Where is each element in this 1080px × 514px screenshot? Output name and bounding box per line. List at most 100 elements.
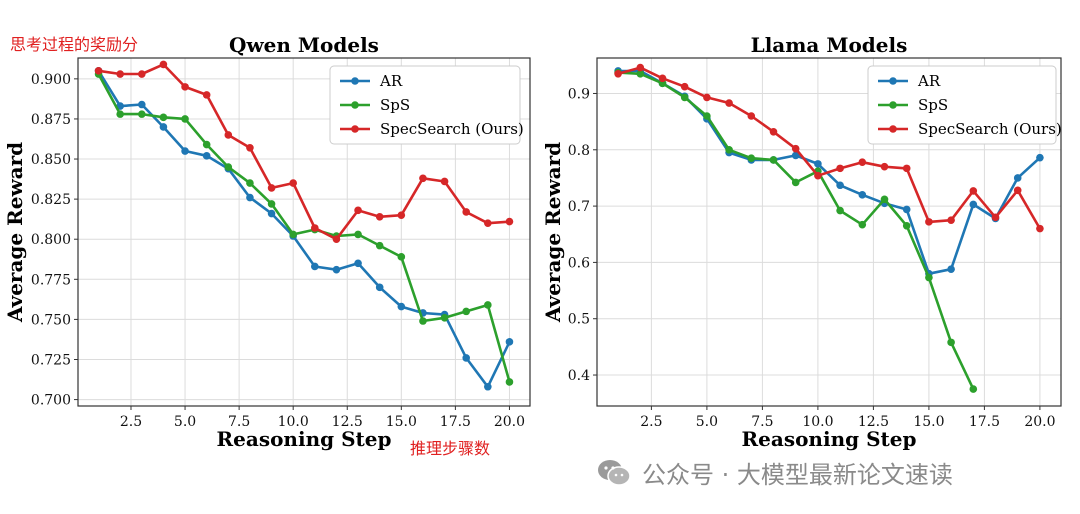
qwen-x-tick-label: 2.5 bbox=[120, 414, 142, 430]
step-annotation: 推理步骤数 bbox=[410, 439, 491, 458]
llama-data-point bbox=[1013, 186, 1022, 195]
llama-data-point bbox=[1013, 174, 1022, 182]
llama-data-point bbox=[636, 63, 645, 72]
llama-x-tick-label: 10.0 bbox=[802, 414, 833, 430]
qwen-x-tick-label: 10.0 bbox=[278, 414, 309, 430]
qwen-data-point bbox=[375, 283, 384, 292]
qwen-data-point bbox=[440, 313, 449, 322]
qwen-y-tick-label: 0.750 bbox=[31, 312, 71, 328]
qwen-data-point bbox=[484, 301, 492, 309]
llama-legend-label: SpecSearch (Ours) bbox=[918, 120, 1062, 138]
llama-data-point bbox=[703, 93, 711, 102]
llama-data-point bbox=[791, 151, 800, 160]
llama-data-point bbox=[814, 171, 822, 180]
qwen-data-point bbox=[462, 354, 471, 362]
llama-data-point bbox=[880, 162, 889, 171]
qwen-data-point bbox=[440, 177, 449, 186]
qwen-legend-marker bbox=[351, 101, 359, 109]
qwen-data-point bbox=[289, 179, 297, 187]
qwen-y-tick-label: 0.725 bbox=[31, 352, 71, 368]
qwen-data-point bbox=[505, 217, 514, 226]
llama-data-point bbox=[769, 127, 778, 136]
llama-data-point bbox=[925, 273, 933, 282]
qwen-legend-marker bbox=[351, 125, 359, 133]
llama-data-point bbox=[791, 144, 800, 153]
llama-y-tick-label: 0.5 bbox=[568, 312, 590, 328]
llama-x-tick-label: 2.5 bbox=[640, 414, 662, 430]
llama-data-point bbox=[991, 213, 1000, 222]
llama-legend-marker bbox=[889, 101, 897, 109]
qwen-y-tick-label: 0.875 bbox=[31, 112, 71, 128]
llama-data-point bbox=[969, 385, 978, 393]
qwen-data-point bbox=[375, 241, 384, 250]
llama-x-tick-label: 12.5 bbox=[858, 414, 889, 430]
llama-legend-marker bbox=[889, 125, 897, 133]
llama-data-point bbox=[1036, 224, 1044, 233]
llama-data-point bbox=[680, 93, 689, 102]
qwen-data-point bbox=[181, 147, 189, 155]
llama-data-point bbox=[969, 187, 978, 195]
qwen-data-point bbox=[202, 140, 211, 149]
llama-data-point bbox=[725, 145, 733, 154]
llama-x-tick-label: 20.0 bbox=[1024, 414, 1055, 430]
qwen-y-tick-label: 0.700 bbox=[31, 393, 71, 409]
qwen-data-point bbox=[246, 193, 254, 202]
llama-data-point bbox=[636, 69, 645, 78]
qwen-title: Qwen Models bbox=[229, 33, 379, 57]
llama-data-point bbox=[769, 156, 778, 164]
qwen-data-point bbox=[354, 259, 362, 268]
qwen-chart: 2.5 5.0 7.5 10.0 12.5 15.0 17.5 20.0 0.700 0.725 0… bbox=[3, 33, 531, 451]
qwen-data-point bbox=[375, 212, 384, 221]
qwen-data-point bbox=[332, 235, 341, 244]
llama-legend-label: SpS bbox=[918, 96, 948, 114]
llama-y-tick-label: 0.4 bbox=[568, 368, 590, 384]
llama-frame bbox=[596, 57, 1062, 407]
llama-y-tick-label: 0.7 bbox=[568, 199, 590, 215]
llama-chart: 2.5 5.0 7.5 10.0 12.5 15.0 17.5 20.0 0.4 0.5 0.6 0.… bbox=[541, 33, 1062, 451]
qwen-data-point bbox=[505, 378, 514, 386]
llama-data-point bbox=[658, 74, 667, 83]
llama-data-point bbox=[1036, 153, 1044, 162]
qwen-legend-label: SpS bbox=[380, 96, 410, 114]
qwen-data-point bbox=[116, 70, 124, 78]
qwen-data-point bbox=[159, 113, 168, 122]
qwen-x-axis-label: Reasoning Step bbox=[217, 427, 392, 451]
llama-y-tick-label: 0.6 bbox=[568, 255, 590, 271]
qwen-x-tick-label: 17.5 bbox=[440, 414, 471, 430]
llama-data-point bbox=[947, 338, 955, 347]
qwen-frame bbox=[77, 57, 531, 407]
reward-annotation: 思考过程的奖励分 bbox=[10, 35, 139, 54]
llama-data-point bbox=[858, 158, 867, 166]
llama-data-point bbox=[680, 82, 689, 91]
qwen-legend-label: AR bbox=[379, 72, 403, 90]
watermark-text: 公众号 · 大模型最新论文速读 bbox=[642, 461, 953, 489]
llama-data-point bbox=[902, 164, 911, 173]
qwen-legend-marker bbox=[351, 77, 359, 85]
qwen-data-point bbox=[267, 184, 276, 192]
qwen-data-point bbox=[94, 67, 103, 75]
llama-data-point bbox=[969, 200, 978, 209]
qwen-x-tick-label: 12.5 bbox=[332, 414, 363, 430]
qwen-x-tick-label: 5.0 bbox=[174, 414, 196, 430]
qwen-data-point bbox=[462, 208, 471, 216]
qwen-data-point bbox=[224, 131, 233, 139]
llama-data-point bbox=[858, 220, 867, 229]
llama-data-point bbox=[925, 218, 933, 226]
qwen-data-point bbox=[246, 179, 254, 187]
qwen-data-point bbox=[419, 174, 427, 183]
wechat-icon bbox=[598, 459, 631, 486]
qwen-data-point bbox=[246, 144, 254, 152]
qwen-y-axis-label: Average Reward bbox=[3, 142, 27, 323]
llama-data-point bbox=[703, 112, 711, 120]
llama-data-point bbox=[747, 154, 756, 163]
qwen-data-point bbox=[397, 302, 406, 311]
qwen-data-point bbox=[311, 262, 319, 271]
qwen-data-point bbox=[267, 200, 276, 208]
llama-x-axis-label: Reasoning Step bbox=[742, 427, 917, 451]
llama-x-tick-label: 7.5 bbox=[751, 414, 773, 430]
qwen-data-point bbox=[332, 265, 341, 274]
watermark: 公众号 · 大模型最新论文速读 bbox=[596, 455, 953, 490]
qwen-data-point bbox=[484, 219, 492, 227]
qwen-y-tick-label: 0.775 bbox=[31, 272, 71, 288]
